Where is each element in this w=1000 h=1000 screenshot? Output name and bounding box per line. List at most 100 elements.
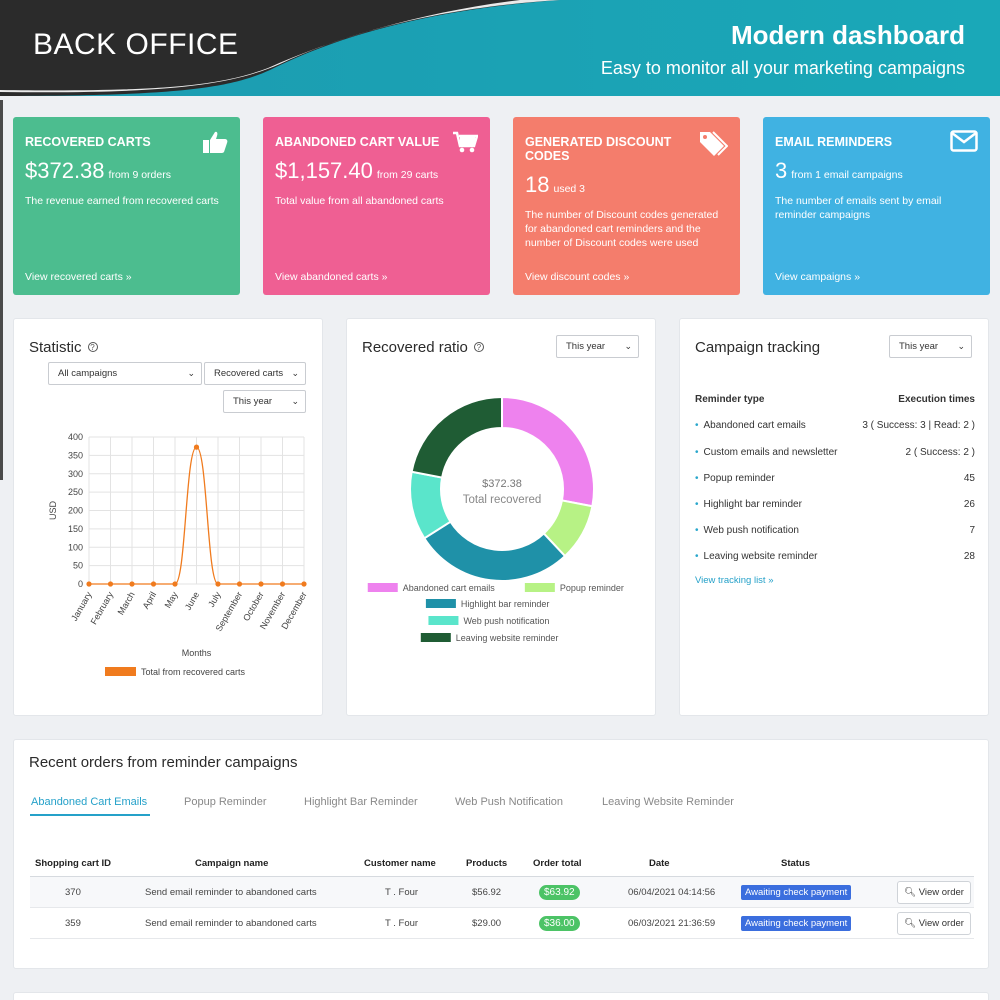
data-point (258, 581, 264, 587)
bullet-icon: • (695, 551, 699, 562)
zoom-in-icon: 🔍︎ (904, 918, 917, 929)
data-point (129, 581, 135, 587)
help-icon[interactable]: ? (87, 342, 98, 352)
data-point (193, 444, 200, 450)
campaign-name: Send email reminder to abandoned carts (145, 887, 317, 898)
tracking-header: Reminder type Execution times (695, 394, 975, 405)
customer-name: T . Four (385, 918, 419, 929)
tracking-row: • Web push notification 7 (695, 525, 975, 536)
y-tick-label: 100 (68, 542, 83, 552)
recent-orders-title: Recent orders from reminder campaigns (29, 754, 298, 771)
kpi-description: The number of emails sent by email remin… (775, 195, 942, 221)
thumbs-up-icon (203, 131, 228, 153)
chevron-down-icon: ⌄ (291, 368, 299, 378)
tab-abandoned-cart-emails[interactable]: Abandoned Cart Emails (31, 796, 148, 808)
view-campaigns-link[interactable]: View campaigns » (775, 271, 861, 283)
metric-select[interactable]: Recovered carts ⌄ (204, 362, 306, 385)
donut-slice (410, 395, 503, 479)
view-abandoned-carts-link[interactable]: View abandoned carts » (275, 271, 388, 283)
recovered-ratio-panel: Recovered ratio? This year ⌄ $372.38 Total… (346, 318, 656, 716)
table-divider (30, 876, 974, 877)
y-tick-label: 400 (68, 432, 83, 442)
chevron-down-icon: ⌄ (187, 368, 195, 378)
donut-slice (422, 520, 567, 582)
kpi-value: 18 used 3 (525, 172, 586, 197)
statistic-period-select[interactable]: This year ⌄ (223, 390, 306, 413)
x-tick-label: June (183, 590, 201, 612)
recovered-ratio-title: Recovered ratio? (362, 339, 484, 356)
data-point (86, 581, 92, 587)
tracking-period-select[interactable]: This year ⌄ (889, 335, 972, 358)
row-divider (30, 907, 974, 908)
donut-center-value: $372.38 (482, 478, 522, 490)
statistic-title: Statistic? (29, 339, 98, 356)
y-tick-label: 250 (68, 487, 83, 497)
tab-web-push-notification[interactable]: Web Push Notification (455, 796, 564, 808)
kpi-description: The number of Discount codes generated f… (525, 209, 719, 249)
y-tick-label: 300 (68, 469, 83, 479)
tab-highlight-bar-reminder[interactable]: Highlight Bar Reminder (304, 796, 418, 808)
legend-label: Popup reminder (560, 583, 624, 593)
view-discount-codes-link[interactable]: View discount codes » (525, 271, 630, 283)
left-edge-strip (0, 100, 3, 480)
view-order-button[interactable]: 🔍︎ View order (897, 912, 971, 935)
tracking-row: • Popup reminder 45 (695, 473, 975, 484)
ratio-period-select[interactable]: This year ⌄ (556, 335, 639, 358)
envelope-icon (950, 130, 978, 152)
x-tick-label: April (141, 590, 159, 611)
legend-label: Highlight bar reminder (461, 599, 550, 609)
campaign-tracking-panel: Campaign tracking This year ⌄ Reminder ty… (679, 318, 989, 716)
tracking-row: • Leaving website reminder 28 (695, 551, 975, 562)
cart-id: 370 (65, 887, 81, 898)
y-tick-label: 0 (78, 579, 83, 589)
y-tick-label: 50 (73, 561, 83, 571)
campaign-name: Send email reminder to abandoned carts (145, 918, 317, 929)
statistic-panel: Statistic? All campaigns ⌄ Recovered cart… (13, 318, 323, 716)
view-recovered-carts-link[interactable]: View recovered carts » (25, 271, 132, 283)
kpi-description: Total value from all abandoned carts (275, 195, 444, 207)
execution-times-header: Execution times (898, 394, 975, 405)
kpi-title: ABANDONED CART VALUE (275, 135, 440, 149)
view-tracking-list-link[interactable]: View tracking list » (695, 575, 774, 586)
bullet-icon: • (695, 525, 699, 536)
bullet-icon: • (695, 473, 699, 484)
view-order-button[interactable]: 🔍︎ View order (897, 881, 971, 904)
col-header-date: Date (649, 858, 670, 869)
tab-leaving-website-reminder[interactable]: Leaving Website Reminder (602, 796, 734, 808)
bullet-icon: • (695, 420, 699, 431)
table-row: 370 Send email reminder to abandoned car… (30, 877, 974, 907)
col-header-order-total: Order total (533, 858, 582, 869)
kpi-sub: from 29 carts (376, 169, 439, 181)
kpi-sub: used 3 (553, 183, 586, 195)
data-point (107, 581, 114, 587)
active-tab-indicator (30, 814, 150, 816)
help-icon[interactable]: ? (473, 342, 484, 352)
tracking-row: • Highlight bar reminder 26 (695, 499, 975, 510)
kpi-value: $1,157.40 from 29 carts (275, 158, 439, 183)
order-total-badge: $63.92 (539, 885, 580, 900)
legend-swatch (425, 599, 456, 608)
x-axis-label: Months (182, 648, 212, 658)
cart-id: 359 (65, 918, 81, 929)
kpi-title: EMAIL REMINDERS (775, 135, 893, 149)
col-header-cart-id: Shopping cart ID (35, 858, 111, 869)
data-point (279, 581, 286, 587)
x-tick-label: July (206, 590, 223, 609)
order-date: 06/04/2021 04:14:56 (628, 887, 716, 898)
legend-swatch (105, 667, 136, 676)
tracking-row: • Abandoned cart emails 3 ( Success: 3 | R… (695, 420, 975, 431)
col-header-status: Status (781, 858, 811, 869)
kpi-description: The revenue earned from recovered carts (25, 195, 219, 207)
status-badge: Awaiting check payment (741, 916, 852, 931)
banner-subtitle: Easy to monitor all your marketing campa… (600, 58, 965, 78)
data-point (301, 581, 307, 587)
campaign-select[interactable]: All campaigns ⌄ (48, 362, 202, 385)
tab-popup-reminder[interactable]: Popup Reminder (184, 796, 267, 808)
legend-swatch (367, 583, 398, 592)
data-point (150, 581, 157, 587)
legend-label: Abandoned cart emails (403, 583, 496, 593)
reminder-type-header: Reminder type (695, 394, 765, 405)
tags-icon (700, 131, 728, 156)
kpi-value: $372.38 from 9 orders (25, 158, 171, 183)
